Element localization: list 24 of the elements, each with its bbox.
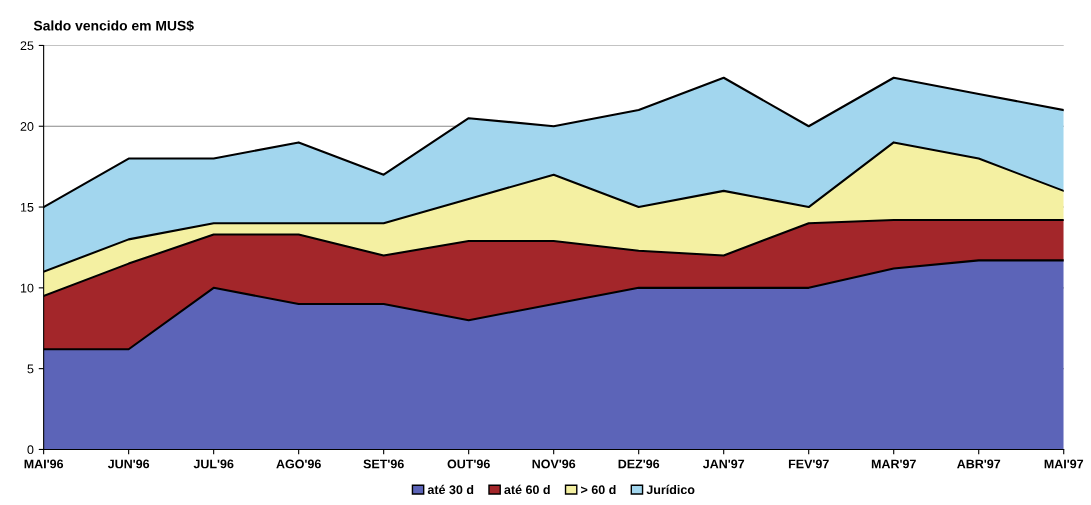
x-tick-label: DEZ'96 — [618, 459, 660, 469]
x-tick-label: FEV'97 — [788, 459, 829, 469]
x-tick-label: MAR'97 — [871, 459, 916, 469]
legend-label: Jurídico — [646, 484, 695, 495]
x-tick-label: OUT'96 — [447, 459, 490, 469]
x-tick-label: JUL'96 — [193, 459, 234, 469]
x-tick-label: NOV'96 — [532, 459, 576, 469]
y-tick-label: 10 — [20, 283, 34, 293]
x-tick-label: MAI'96 — [24, 459, 64, 469]
x-tick-label: MAI'97 — [1044, 459, 1084, 469]
x-tick-label: AGO'96 — [276, 459, 321, 469]
legend-label: até 30 d — [427, 484, 474, 495]
y-tick-label: 5 — [27, 364, 34, 374]
y-tick-label: 20 — [20, 122, 34, 131]
legend-label: até 60 d — [504, 484, 550, 495]
y-tick-label: 15 — [20, 202, 34, 212]
y-tick-label: 25 — [20, 41, 34, 51]
x-tick-label: JAN'97 — [702, 459, 745, 469]
x-tick-label: SET'96 — [363, 459, 404, 469]
x-tick-label: ABR'97 — [957, 459, 1001, 469]
x-tick-label: JUN'96 — [107, 459, 150, 469]
y-axis-title: Saldo vencido em MUS$ — [33, 20, 194, 32]
legend-label: > 60 d — [581, 484, 616, 495]
y-tick-label: 0 — [27, 445, 34, 455]
